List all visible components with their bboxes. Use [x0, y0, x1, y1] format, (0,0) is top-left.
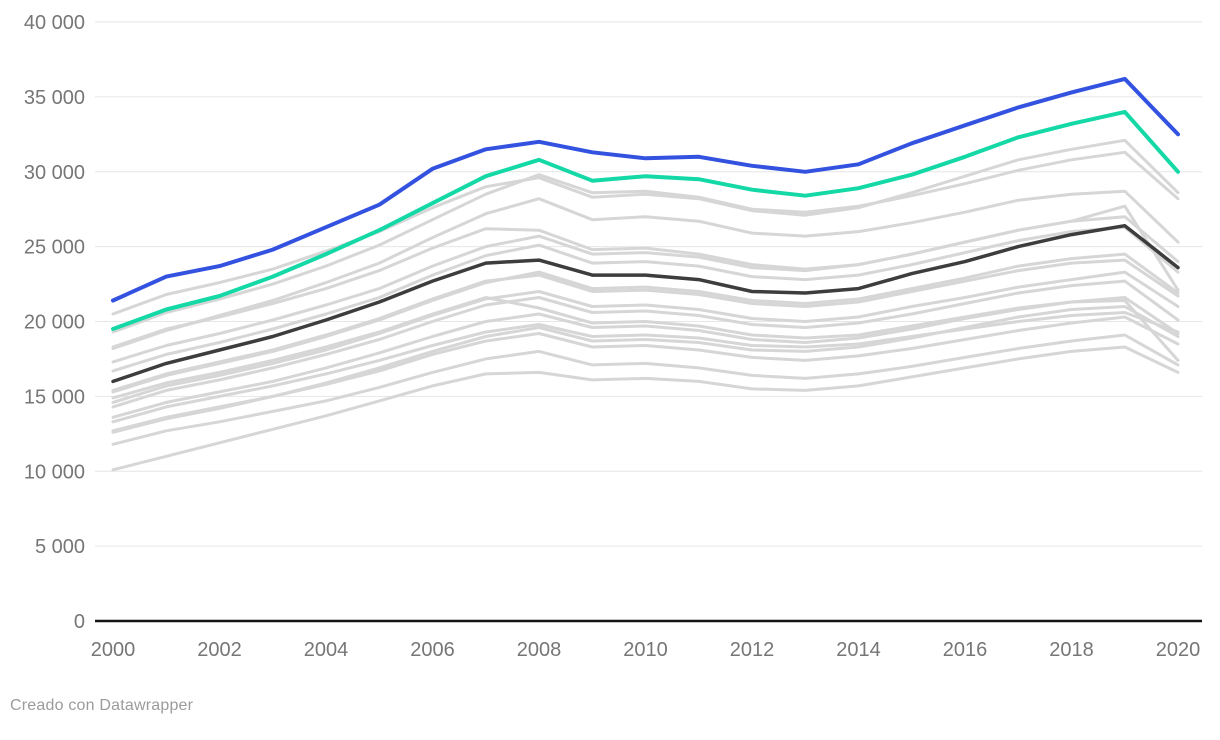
- data-line-gray-1: [111, 138, 1180, 316]
- y-axis-tick-label: 40 000: [24, 12, 85, 34]
- data-line-gray-8: [111, 258, 1180, 392]
- x-axis-tick-label: 2012: [730, 639, 775, 661]
- data-line-gray-15: [111, 305, 1180, 434]
- data-line-gray-13: [111, 311, 1180, 424]
- data-line-gray-12: [111, 296, 1180, 400]
- data-line-dark: [111, 223, 1180, 384]
- y-axis-tick-label: 25 000: [24, 237, 85, 259]
- line-chart-canvas: 0 5 000 10 000 15 000 20 000 25 000 30 000 35 0…: [24, 12, 1202, 661]
- x-axis-tick-label: 2018: [1049, 639, 1094, 661]
- x-axis-tick-label: 2014: [836, 639, 881, 661]
- x-axis-tick-label: 2008: [517, 639, 562, 661]
- data-line-gray-17: [111, 345, 1180, 472]
- datawrapper-credit: Creado con Datawrapper: [10, 697, 194, 714]
- y-axis-tick-label: 15 000: [24, 386, 85, 408]
- y-axis-tick-label: 0: [74, 611, 85, 633]
- y-axis-tick-label: 30 000: [24, 162, 85, 184]
- data-line-gray-10: [111, 279, 1180, 409]
- data-line-gray-3: [111, 189, 1180, 350]
- data-line-gray-2: [111, 150, 1180, 334]
- x-axis-tick-label: 2006: [410, 639, 455, 661]
- x-axis-tick-label: 2000: [91, 639, 136, 661]
- x-axis-tick-label: 2016: [943, 639, 988, 661]
- data-line-green: [111, 109, 1180, 331]
- x-axis-tick-label: 2002: [197, 639, 242, 661]
- x-axis-tick-label: 2010: [623, 639, 668, 661]
- data-line-blue: [111, 76, 1180, 303]
- x-axis-tick-label: 2020: [1156, 639, 1201, 661]
- x-axis-tick-label: 2004: [304, 639, 349, 661]
- y-axis-tick-label: 35 000: [24, 87, 85, 109]
- data-line-gray-16: [111, 333, 1180, 446]
- y-axis-tick-label: 5 000: [35, 536, 85, 558]
- y-axis-tick-label: 20 000: [24, 312, 85, 334]
- data-line-gray-6: [111, 225, 1180, 373]
- y-axis-tick-label: 10 000: [24, 461, 85, 483]
- data-line-gray-9: [111, 270, 1180, 404]
- data-line-gray-5: [111, 215, 1180, 364]
